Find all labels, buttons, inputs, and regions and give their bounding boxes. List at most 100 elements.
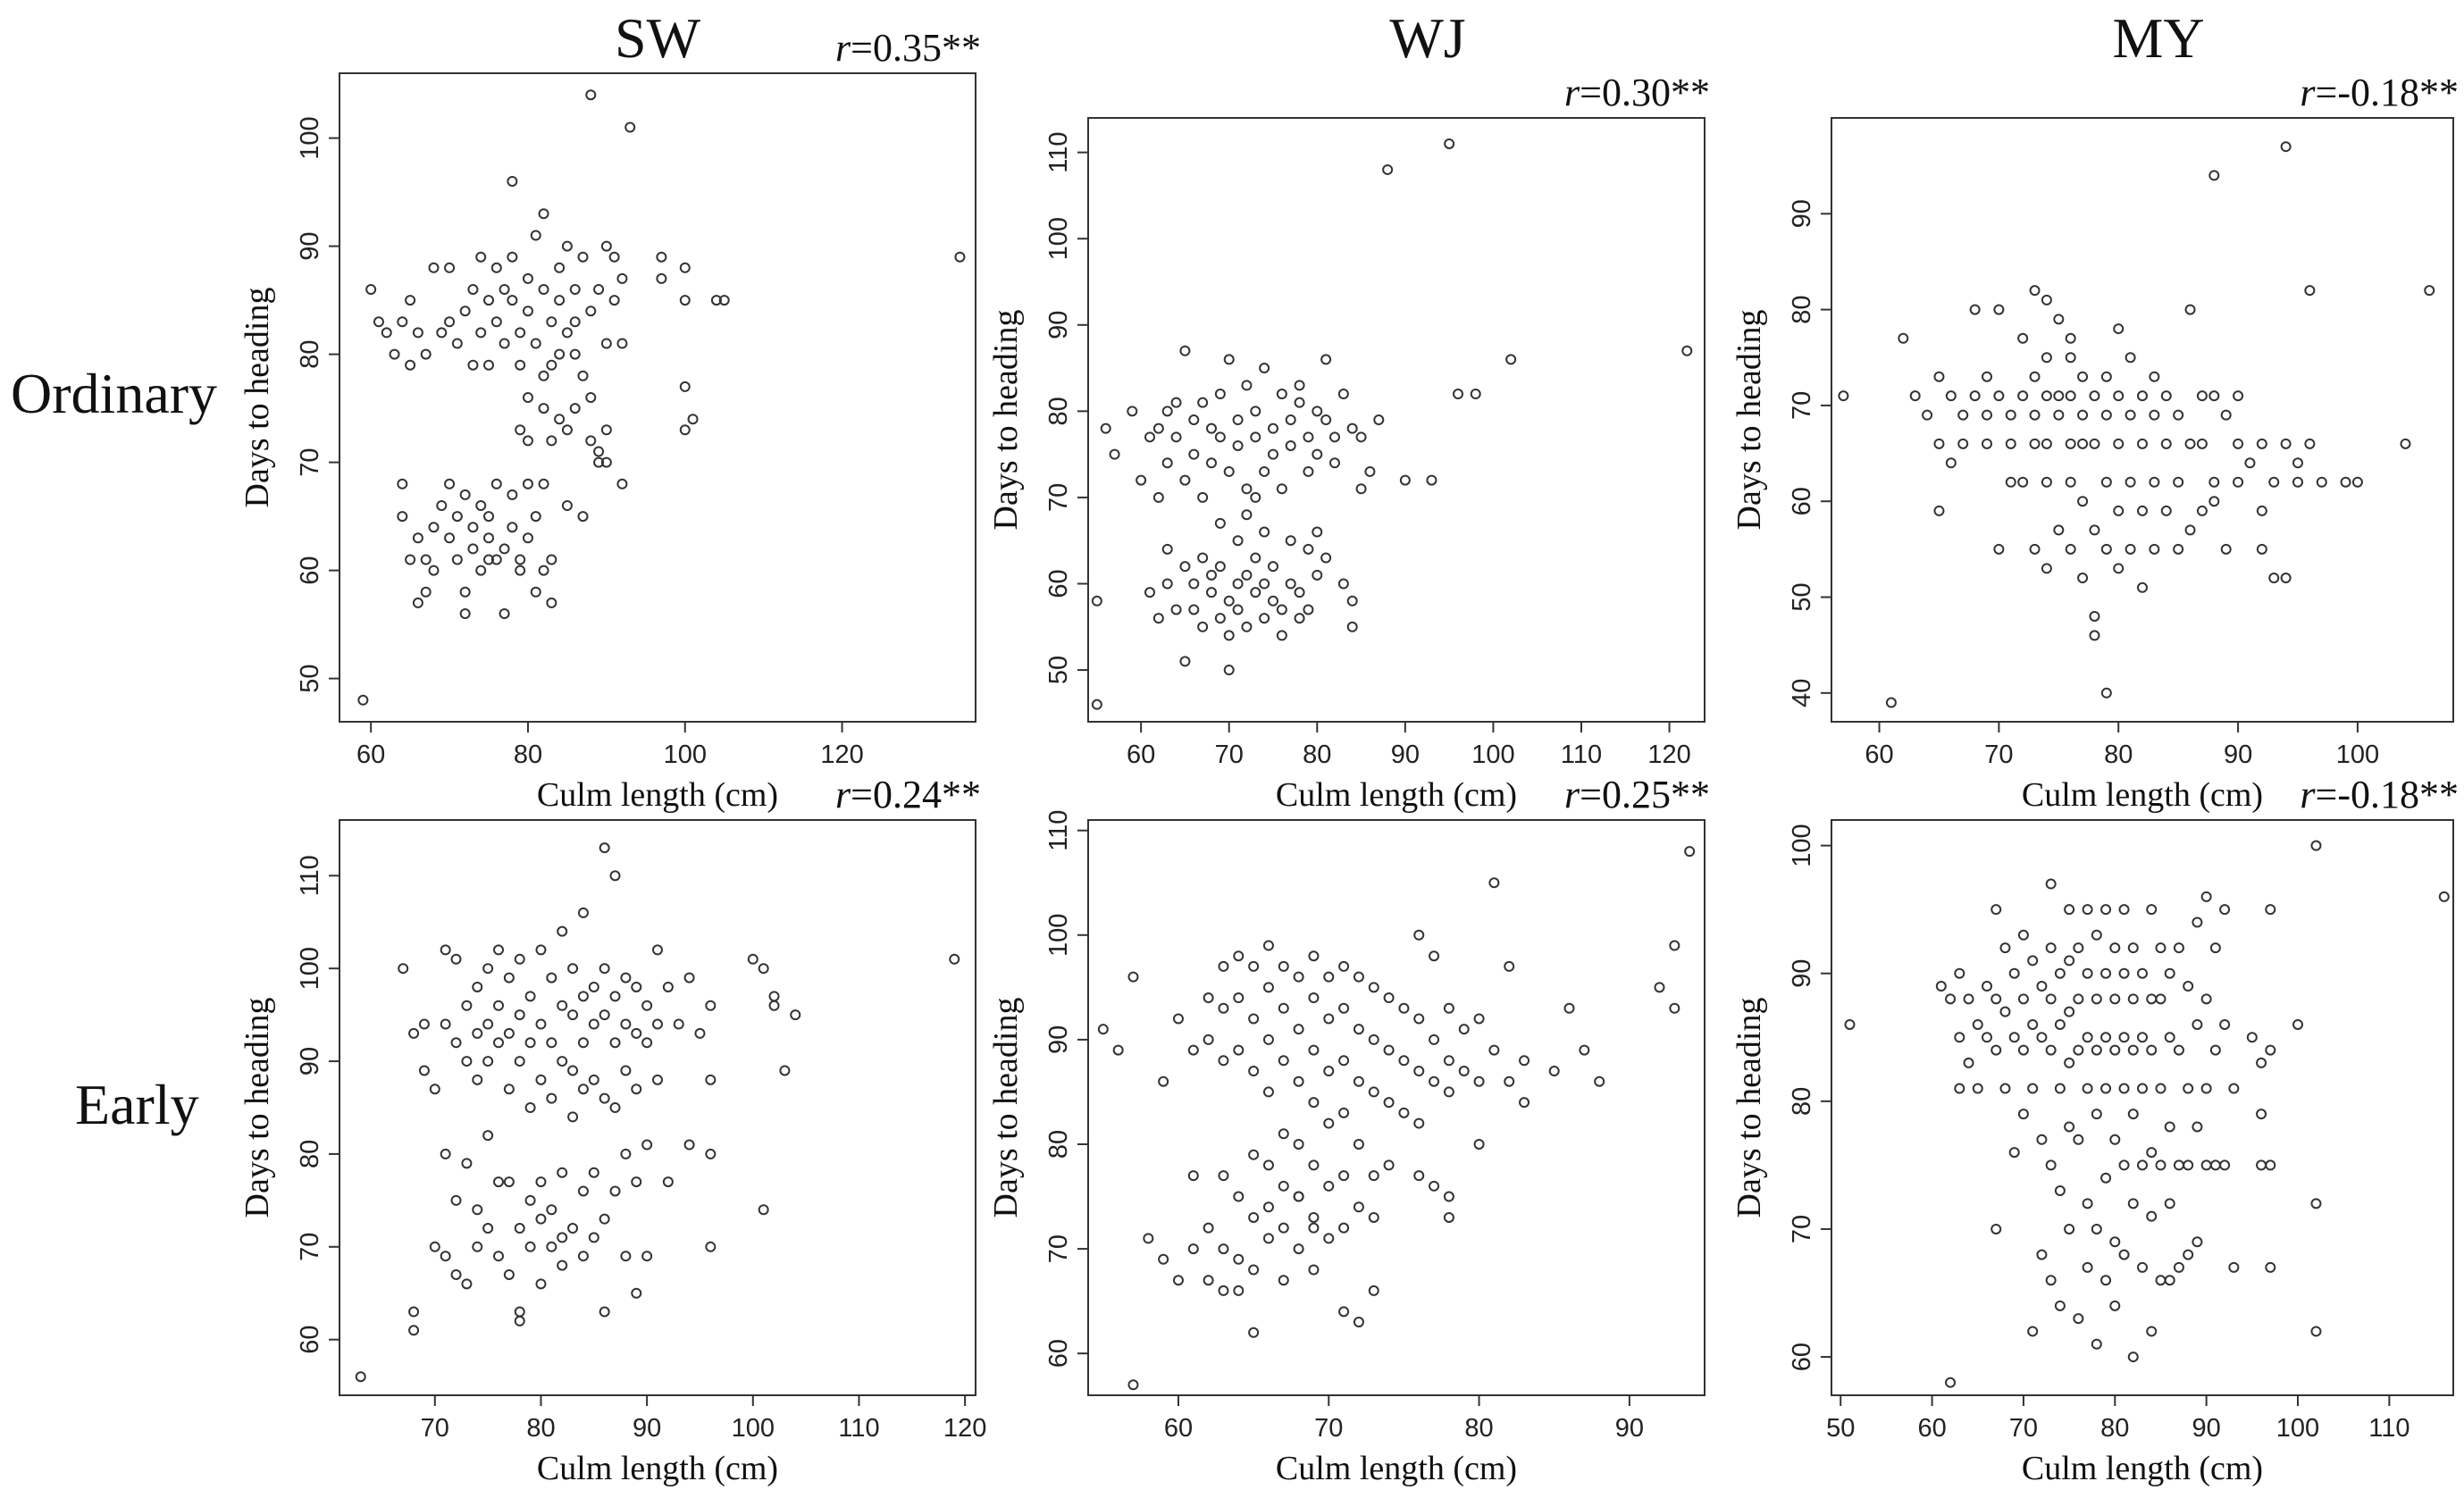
y-tick-label: 100 <box>296 116 324 159</box>
data-point <box>1993 390 2005 402</box>
data-point <box>2077 496 2089 507</box>
data-point <box>538 370 549 381</box>
data-point <box>1293 971 1304 983</box>
data-point <box>2265 1261 2276 1273</box>
y-tick-label: 50 <box>1788 582 1816 611</box>
data-point <box>1262 982 1274 993</box>
data-point <box>1473 1075 1485 1087</box>
data-point <box>2256 1057 2267 1068</box>
data-point <box>631 1084 642 1095</box>
data-point <box>444 532 456 544</box>
data-point <box>1308 1097 1320 1109</box>
data-point <box>1233 950 1245 962</box>
data-point <box>490 262 502 273</box>
x-tick-label: 120 <box>820 741 863 769</box>
data-point <box>1250 587 1261 598</box>
data-point <box>450 1037 462 1049</box>
data-point <box>2100 1275 2112 1286</box>
x-axis-label: Culm length (cm) <box>1276 776 1517 814</box>
x-tick-label: 100 <box>2276 1414 2319 1443</box>
data-point <box>1368 1034 1379 1045</box>
x-axis-label: Culm length (cm) <box>2022 776 2263 814</box>
data-point <box>1969 390 1981 402</box>
correlation-value: =0.25** <box>1580 773 1710 816</box>
data-point <box>1346 621 1358 632</box>
data-point <box>507 522 518 533</box>
data-point <box>2073 993 2084 1005</box>
data-point <box>428 565 440 576</box>
data-point <box>1308 1264 1320 1276</box>
data-point <box>641 1251 653 1262</box>
x-tick-label: 80 <box>1464 1414 1493 1443</box>
data-point <box>652 1074 663 1085</box>
data-point <box>2292 476 2303 488</box>
data-point <box>593 284 605 295</box>
data-point <box>2164 1198 2175 1209</box>
data-point <box>620 972 632 983</box>
data-point <box>1681 345 1693 356</box>
data-point <box>1963 993 1974 1005</box>
data-point <box>2100 371 2112 382</box>
data-point <box>577 370 589 381</box>
data-point <box>418 1065 430 1076</box>
data-point <box>499 284 510 295</box>
data-point <box>1232 578 1244 590</box>
scatter-panel-my-early: 50 60 70 80 90 100 110 60 70 80 90 100 Culm length (… <box>1697 749 2464 1498</box>
data-point <box>412 532 423 544</box>
data-point <box>652 1018 663 1030</box>
data-point <box>1999 1006 2011 1017</box>
data-point <box>2036 1249 2048 1260</box>
data-point <box>631 1027 642 1039</box>
data-point <box>1320 552 1332 564</box>
data-point <box>2424 285 2435 297</box>
data-point <box>1443 1191 1454 1202</box>
data-point <box>412 327 423 339</box>
data-point <box>472 1241 483 1252</box>
data-point <box>428 522 440 533</box>
x-tick-label: 110 <box>2368 1414 2410 1443</box>
data-point <box>641 1037 653 1049</box>
data-point <box>608 295 620 306</box>
data-point <box>1206 457 1217 469</box>
x-tick-label: 100 <box>732 1414 775 1443</box>
data-point <box>461 1278 473 1290</box>
data-point <box>620 1251 632 1262</box>
data-point <box>641 1139 653 1151</box>
data-point <box>588 1167 599 1178</box>
data-point <box>687 414 699 425</box>
data-point <box>779 1065 791 1076</box>
data-point <box>620 1065 632 1076</box>
data-point <box>609 870 621 882</box>
correlation-value: =0.24** <box>851 773 981 816</box>
data-point <box>1933 438 1945 449</box>
column-title-sw: SW <box>615 6 700 70</box>
data-point <box>2065 332 2076 344</box>
data-point <box>1218 1055 1229 1067</box>
data-point <box>1233 1285 1245 1296</box>
data-point <box>600 240 612 252</box>
data-point <box>1109 448 1120 460</box>
data-point <box>1214 561 1226 573</box>
data-point <box>1285 535 1296 547</box>
data-point <box>420 586 432 598</box>
scatter-panel-sw-early: 70 80 90 100 110 120 60 70 80 90 100 110 Culm length… <box>205 749 993 1498</box>
x-axis-label: Culm length (cm) <box>1276 1450 1517 1487</box>
data-point <box>535 944 547 956</box>
data-point <box>1241 621 1253 632</box>
data-point <box>641 1000 653 1011</box>
scatter-plot-svg: 60 80 100 120 50 60 70 80 90 100 Culm length (cm) D… <box>239 26 981 814</box>
data-point <box>2209 1159 2221 1171</box>
data-point <box>1214 431 1226 443</box>
data-point <box>1303 465 1314 477</box>
correlation-symbol: r <box>2300 773 2316 816</box>
data-point <box>1982 1032 1992 1043</box>
plot-frame <box>1831 117 2454 723</box>
data-point <box>408 1325 420 1336</box>
data-point <box>472 1027 483 1039</box>
data-point <box>2029 543 2041 555</box>
x-tick-label: 90 <box>2224 741 2252 769</box>
data-point <box>1353 971 1364 983</box>
data-point <box>2118 967 2130 979</box>
data-point <box>1954 967 1965 979</box>
data-point <box>1594 1075 1605 1087</box>
